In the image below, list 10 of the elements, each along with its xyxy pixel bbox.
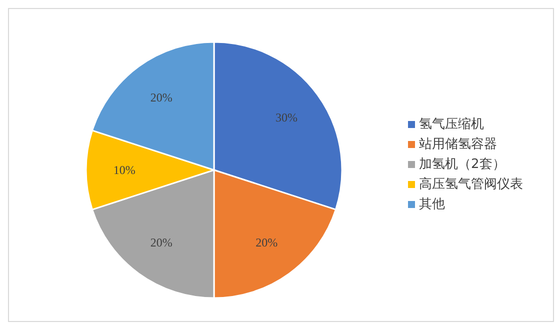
data-label: 30% (275, 110, 298, 124)
legend-label: 站用储氢容器 (419, 137, 497, 152)
legend-label: 其他 (419, 197, 445, 212)
data-label: 20% (150, 235, 172, 250)
data-label: 20% (256, 235, 278, 250)
legend-label: 高压氢气管阀仪表 (419, 177, 523, 192)
data-label: 20% (150, 90, 172, 105)
data-label: 10% (113, 163, 136, 177)
legend-label: 加氢机（2套） (419, 157, 506, 172)
legend-label: 氢气压缩机 (419, 117, 484, 132)
